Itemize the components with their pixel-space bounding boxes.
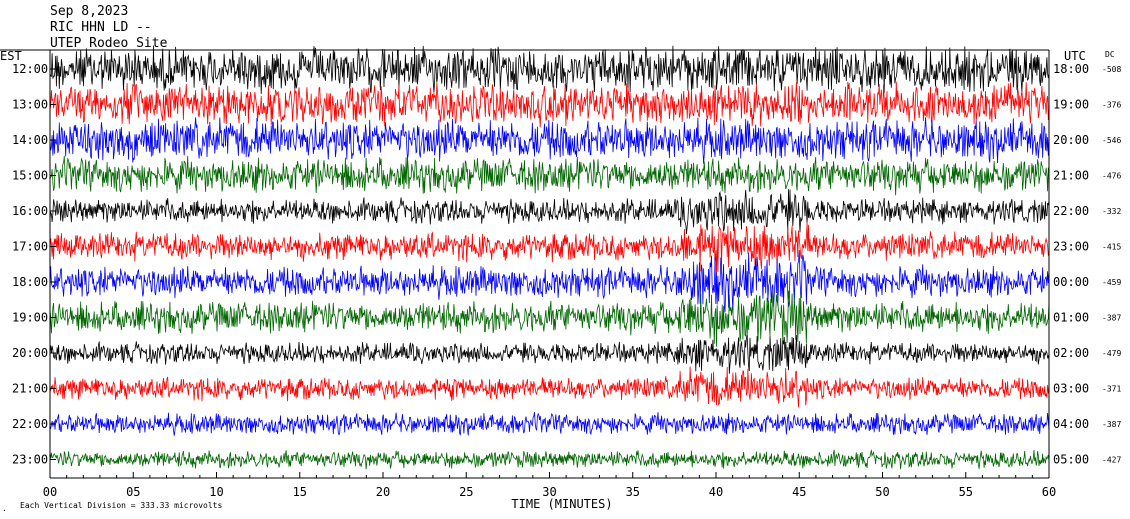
dc-offset-label: -387 (1102, 314, 1121, 323)
x-tick-label: 10 (209, 485, 223, 499)
trace-row-1600 (49, 189, 1050, 235)
est-tick-label: 12:00 (12, 62, 48, 76)
trace-row-1300 (49, 81, 1050, 128)
trace-row-2200 (49, 412, 1050, 436)
utc-tick-label: 01:00 (1053, 311, 1089, 325)
est-tick-label: 19:00 (12, 311, 48, 325)
est-tick-label: 14:00 (12, 133, 48, 147)
dc-offset-label: -479 (1102, 349, 1121, 358)
right-axis-label: UTC (1064, 49, 1086, 63)
utc-tick-label: 04:00 (1053, 417, 1089, 431)
trace-row-2300 (49, 449, 1050, 470)
est-tick-label: 17:00 (12, 240, 48, 254)
dc-offset-label: -415 (1102, 243, 1121, 252)
est-tick-label: 20:00 (12, 346, 48, 360)
x-tick-label: 30 (542, 485, 556, 499)
dc-offset-label: -376 (1102, 101, 1121, 110)
est-tick-label: 22:00 (12, 417, 48, 431)
x-tick-label: 20 (376, 485, 390, 499)
est-tick-label: 21:00 (12, 382, 48, 396)
est-tick-label: 15:00 (12, 169, 48, 183)
dc-offset-label: -546 (1102, 136, 1121, 145)
chart-title-location: UTEP Rodeo Site (50, 36, 168, 51)
trace-row-2000 (49, 334, 1050, 374)
scale-note: Each Vertical Division = 333.33 microvol… (20, 501, 222, 510)
dc-offset-label: -387 (1102, 420, 1121, 429)
dc-offset-label: -427 (1102, 456, 1121, 465)
trace-row-1800 (49, 250, 1050, 314)
dc-offset-label: -371 (1102, 385, 1121, 394)
utc-tick-label: 00:00 (1053, 275, 1089, 289)
corner-mark: . (2, 504, 7, 513)
x-tick-label: 55 (959, 485, 973, 499)
trace-row-1900 (49, 290, 1050, 347)
trace-row-1400 (49, 117, 1050, 164)
x-axis-label: TIME (MINUTES) (511, 497, 612, 511)
trace-row-1700 (49, 221, 1050, 275)
x-tick-label: 40 (709, 485, 723, 499)
left-axis-label: EST (0, 49, 22, 63)
dc-offset-label: -508 (1102, 65, 1121, 74)
est-tick-label: 13:00 (12, 98, 48, 112)
chart-title-date: Sep 8,2023 (50, 4, 128, 19)
x-tick-label: 45 (792, 485, 806, 499)
utc-tick-label: 22:00 (1053, 204, 1089, 218)
dc-offset-label: -476 (1102, 172, 1121, 181)
utc-tick-label: 18:00 (1053, 62, 1089, 76)
x-tick-label: 05 (126, 485, 140, 499)
utc-tick-label: 05:00 (1053, 453, 1089, 467)
trace-row-2100 (49, 366, 1050, 408)
dc-label: DC (1105, 50, 1115, 59)
trace-row-1500 (49, 155, 1050, 196)
x-tick-label: 35 (626, 485, 640, 499)
utc-tick-label: 19:00 (1053, 98, 1089, 112)
dc-offset-label: -459 (1102, 278, 1121, 287)
utc-tick-label: 02:00 (1053, 346, 1089, 360)
x-tick-label: 60 (1042, 485, 1056, 499)
est-tick-label: 16:00 (12, 204, 48, 218)
trace-row-1200 (49, 45, 1050, 94)
x-tick-label: 25 (459, 485, 473, 499)
utc-tick-label: 23:00 (1053, 240, 1089, 254)
x-tick-label: 00 (43, 485, 57, 499)
x-tick-label: 15 (293, 485, 307, 499)
utc-tick-label: 20:00 (1053, 133, 1089, 147)
labels-layer: Sep 8,2023 RIC HHN LD -- UTEP Rodeo Site… (0, 4, 1121, 513)
utc-tick-label: 21:00 (1053, 169, 1089, 183)
x-tick-label: 50 (875, 485, 889, 499)
est-tick-label: 18:00 (12, 275, 48, 289)
traces-layer (49, 45, 1050, 470)
dc-offset-label: -332 (1102, 207, 1121, 216)
utc-tick-label: 03:00 (1053, 382, 1089, 396)
frame-layer (0, 49, 1050, 479)
est-tick-label: 23:00 (12, 453, 48, 467)
chart-title-station: RIC HHN LD -- (50, 20, 152, 35)
